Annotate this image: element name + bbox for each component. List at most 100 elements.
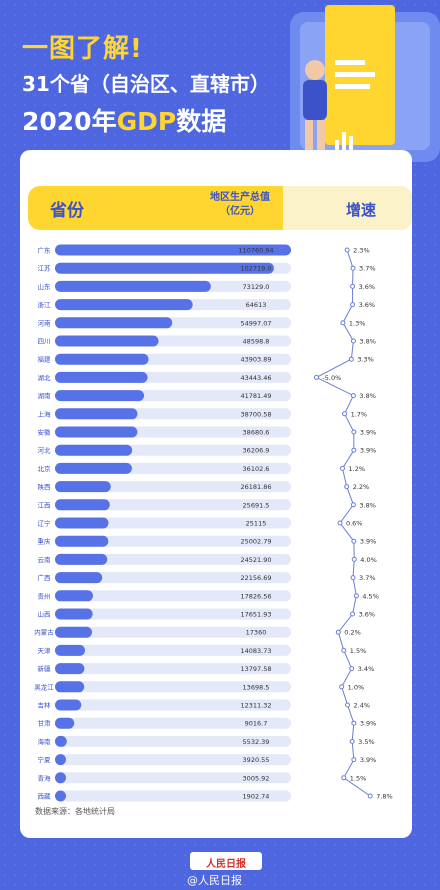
- growth-label: 3.9%: [360, 447, 377, 455]
- headline-year: 2020年: [22, 107, 117, 136]
- province-label: 江西: [38, 501, 52, 509]
- growth-point: [341, 775, 347, 781]
- bar-track: [55, 754, 291, 766]
- growth-label: 3.8%: [359, 501, 376, 509]
- gdp-value-label: 48598.8: [243, 338, 270, 346]
- gdp-value-label: 43443.46: [240, 374, 271, 382]
- gdp-bar: [55, 280, 211, 292]
- gdp-bar: [55, 426, 138, 438]
- gdp-bar: [55, 535, 109, 547]
- growth-point: [350, 302, 356, 308]
- gdp-value-label: 9016.7: [245, 720, 268, 728]
- gdp-value-label: 14083.73: [240, 647, 271, 655]
- gdp-value-label: 13698.5: [243, 683, 270, 691]
- gdp-value-label: 38700.58: [240, 410, 271, 418]
- bar-track: [55, 735, 291, 747]
- gdp-bar: [55, 553, 108, 565]
- province-label: 甘肃: [38, 719, 52, 728]
- growth-point: [339, 684, 345, 690]
- header-growth: 增速: [346, 201, 377, 219]
- gdp-bar: [55, 462, 132, 474]
- growth-label: 2.2%: [353, 483, 370, 491]
- bar-track: [55, 790, 291, 802]
- growth-label: 3.6%: [359, 611, 376, 619]
- growth-point: [351, 447, 357, 453]
- province-label: 广西: [38, 573, 52, 582]
- gdp-value-label: 24521.90: [240, 556, 271, 564]
- bar-track: [55, 553, 291, 565]
- gdp-value-label: 54997.07: [240, 319, 271, 327]
- province-label: 黑龙江: [34, 682, 54, 691]
- province-label: 辽宁: [38, 519, 52, 528]
- gdp-value-label: 36102.6: [243, 465, 270, 473]
- growth-label: 3.7%: [359, 265, 376, 273]
- mini-bar-illustration: [349, 136, 353, 152]
- gdp-value-label: 41781.49: [240, 392, 271, 400]
- province-label: 湖南: [38, 391, 52, 400]
- document-line-illustration: [335, 60, 365, 65]
- growth-point: [350, 338, 356, 344]
- bar-track: [55, 608, 291, 620]
- headline-tail: 数据: [176, 107, 227, 136]
- province-label: 上海: [38, 409, 52, 418]
- headline-line3: 2020年GDP数据: [22, 102, 226, 138]
- gdp-value-label: 110760.94: [238, 247, 273, 255]
- province-label: 贵州: [38, 591, 51, 600]
- gdp-bar: [55, 262, 274, 274]
- gdp-bar: [55, 408, 138, 420]
- growth-point: [351, 757, 357, 763]
- growth-label: 0.6%: [346, 520, 363, 528]
- gdp-value-label: 17651.93: [240, 611, 271, 619]
- growth-point: [337, 520, 343, 526]
- gdp-bar: [55, 717, 75, 729]
- bar-track: [55, 644, 291, 656]
- growth-point: [350, 502, 356, 508]
- growth-label: 1.3%: [349, 319, 366, 327]
- province-label: 宁夏: [38, 755, 52, 764]
- gdp-value-label: 3920.55: [243, 756, 270, 764]
- gdp-value-label: 17826.56: [240, 592, 271, 600]
- gdp-bar: [55, 244, 291, 256]
- person-head-illustration: [305, 60, 325, 80]
- province-label: 广东: [38, 246, 52, 255]
- bar-track: [55, 535, 291, 547]
- document-line-illustration: [335, 72, 375, 77]
- bar-track: [55, 663, 291, 675]
- header-gdp-unit: （亿元）: [220, 206, 260, 217]
- gdp-value-label: 22156.69: [240, 574, 271, 582]
- gdp-bar: [55, 371, 148, 383]
- gdp-bar: [55, 390, 145, 402]
- gdp-bar: [55, 572, 103, 584]
- bar-track: [55, 481, 291, 493]
- growth-label: 2.4%: [354, 702, 371, 710]
- growth-point: [342, 411, 348, 417]
- growth-label: 0.2%: [344, 629, 361, 637]
- growth-point: [350, 575, 356, 581]
- bar-track: [55, 699, 291, 711]
- growth-label: 4.5%: [362, 592, 379, 600]
- growth-label: 3.8%: [359, 338, 376, 346]
- gdp-bar: [55, 735, 67, 747]
- growth-point: [351, 720, 357, 726]
- growth-label: 1.0%: [348, 683, 365, 691]
- growth-label: 3.9%: [360, 538, 377, 546]
- growth-point: [335, 629, 341, 635]
- growth-point: [351, 538, 357, 544]
- growth-label: -5.0%: [322, 374, 341, 382]
- gdp-bar: [55, 517, 109, 529]
- bar-track: [55, 717, 291, 729]
- table-header-growth-bg: [283, 186, 412, 230]
- bar-track: [55, 681, 291, 693]
- gdp-bar: [55, 754, 66, 766]
- growth-point: [341, 647, 347, 653]
- growth-label: 7.8%: [376, 793, 393, 801]
- gdp-value-label: 73129.0: [243, 283, 270, 291]
- headline-line2: 31个省（自治区、直辖市）: [22, 72, 270, 96]
- province-label: 江苏: [38, 264, 52, 273]
- growth-label: 1.5%: [350, 774, 367, 782]
- growth-label: 3.9%: [360, 756, 377, 764]
- growth-point: [340, 320, 346, 326]
- gdp-bar: [55, 699, 82, 711]
- gdp-bar: [55, 681, 85, 693]
- gdp-bar: [55, 317, 173, 329]
